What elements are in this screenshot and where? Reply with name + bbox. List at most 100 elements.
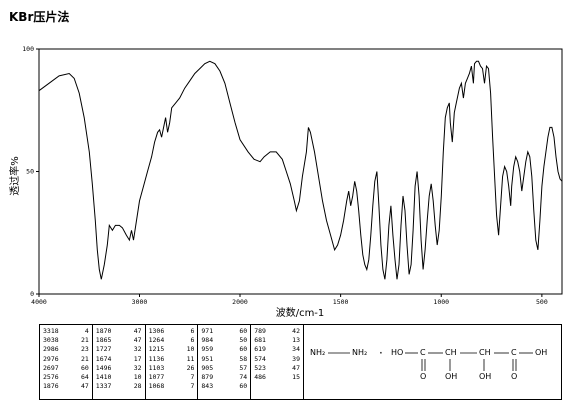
peak-row: 1068 7 (149, 382, 198, 391)
peak-transmittance: 21 (80, 354, 89, 363)
peak-row: 1410 10 (96, 373, 145, 382)
spectrum-line (38, 60, 563, 280)
peak-row: 1264 6 (149, 336, 198, 345)
peak-row: 1306 6 (149, 327, 198, 336)
peak-transmittance: 47 (133, 336, 142, 345)
x-tick-label: 4000 (31, 298, 47, 306)
peak-row: 1077 7 (149, 373, 198, 382)
ch-2: CH (445, 348, 457, 357)
peak-wavenumber: 2986 (43, 345, 59, 354)
oh-right: OH (535, 348, 548, 357)
peak-row: 843 60 (201, 382, 250, 391)
peak-row: 1876 47 (43, 382, 92, 391)
peak-wavenumber: 574 (254, 354, 266, 363)
peak-transmittance: 60 (80, 363, 89, 372)
peak-row: 1215 10 (149, 345, 198, 354)
peak-transmittance: 32 (133, 345, 142, 354)
peak-wavenumber: 1870 (95, 327, 112, 335)
peak-wavenumber: 843 (201, 382, 214, 391)
x-tick-label: 1500 (333, 298, 349, 306)
peak-wavenumber: 789 (254, 327, 266, 335)
peak-transmittance: 6 (190, 327, 195, 335)
peak-transmittance: 10 (133, 373, 142, 382)
peak-wavenumber: 1727 (95, 345, 112, 354)
hydrazine-right: NH₂ (352, 348, 368, 357)
peak-transmittance: 50 (239, 336, 248, 345)
x-tick-label: 2000 (232, 298, 248, 306)
peak-table: 3318 4 3038 21 2986 23 2976 21 2697 60 2576 64 1876 4… (39, 324, 304, 400)
peak-wavenumber: 1068 (148, 382, 165, 391)
peak-transmittance: 17 (133, 354, 142, 363)
structure-panel: NH₂ NH₂ · HO C CH CH C OH O OH OH O (304, 324, 562, 400)
peak-row: 1136 11 (149, 355, 198, 364)
peak-row: 1496 32 (96, 364, 145, 373)
peak-transmittance: 15 (292, 373, 300, 382)
peak-wavenumber: 984 (201, 336, 214, 345)
y-axis-label: 透过率% (8, 156, 21, 196)
peak-wavenumber: 619 (254, 345, 266, 354)
peak-wavenumber: 1496 (95, 363, 112, 372)
peak-transmittance: 7 (190, 382, 195, 391)
peak-wavenumber: 1136 (148, 354, 165, 363)
peak-row: 789 42 (254, 327, 303, 336)
peak-transmittance: 28 (133, 382, 142, 391)
peak-transmittance: 34 (292, 345, 300, 354)
peak-wavenumber: 1215 (148, 345, 165, 354)
ho-left: HO (391, 348, 404, 357)
peak-wavenumber: 1410 (95, 373, 112, 382)
peak-column: 1870 47 1865 47 1727 32 1674 17 1496 32 1410 10 1337… (93, 325, 146, 399)
peak-row: 3038 21 (43, 336, 92, 345)
peak-transmittance: 60 (239, 345, 248, 354)
peak-transmittance: 26 (186, 363, 195, 372)
y-tick-label: 50 (26, 168, 34, 176)
y-tick-label: 100 (22, 45, 34, 53)
structure-bonds (328, 352, 533, 371)
x-tick-label: 500 (536, 298, 548, 306)
peak-row: 681 13 (254, 336, 303, 345)
peak-wavenumber: 951 (201, 354, 214, 363)
peak-transmittance: 39 (292, 354, 300, 363)
peak-wavenumber: 879 (201, 373, 214, 382)
peak-row: 1674 17 (96, 355, 145, 364)
peak-row: 879 74 (201, 373, 250, 382)
peak-row: 1865 47 (96, 336, 145, 345)
peak-transmittance: 42 (292, 327, 300, 335)
peak-transmittance: 21 (80, 336, 89, 345)
peak-row: 905 57 (201, 364, 250, 373)
peak-transmittance: 7 (190, 373, 195, 382)
peak-transmittance: 47 (133, 327, 142, 335)
peak-wavenumber: 1865 (95, 336, 112, 345)
peak-transmittance: 23 (80, 345, 89, 354)
peak-row: 1103 26 (149, 364, 198, 373)
peak-row: 1870 47 (96, 327, 145, 336)
peak-row: 2576 64 (43, 373, 92, 382)
peak-wavenumber: 1103 (148, 363, 165, 372)
peak-row: 1337 28 (96, 382, 145, 391)
peak-row: 3318 4 (43, 327, 92, 336)
peak-transmittance: 10 (186, 345, 195, 354)
peak-transmittance: 60 (239, 382, 248, 391)
peak-column: 789 42 681 13 619 34 574 39 523 47 486 15 (251, 325, 303, 399)
peak-transmittance: 57 (239, 363, 248, 372)
peak-transmittance: 11 (186, 354, 195, 363)
peak-wavenumber: 486 (254, 373, 266, 382)
salt-dot: · (379, 346, 383, 360)
peak-transmittance: 64 (80, 373, 89, 382)
peak-wavenumber: 1077 (148, 373, 165, 382)
method-title: KBr压片法 (9, 10, 70, 24)
peak-wavenumber: 681 (254, 336, 266, 345)
oxygen-4: O (511, 372, 518, 381)
peak-wavenumber: 1264 (148, 336, 165, 345)
carbon-4: C (511, 348, 517, 357)
peak-wavenumber: 905 (201, 363, 214, 372)
peak-row: 1727 32 (96, 345, 145, 354)
peak-transmittance: 32 (133, 363, 142, 372)
peak-wavenumber: 959 (201, 345, 214, 354)
peak-wavenumber: 1876 (43, 382, 59, 391)
peak-wavenumber: 1337 (95, 382, 112, 391)
peak-row: 959 60 (201, 345, 250, 354)
oh-2: OH (445, 372, 458, 381)
peak-row: 523 47 (254, 364, 303, 373)
peak-wavenumber: 2976 (43, 354, 59, 363)
